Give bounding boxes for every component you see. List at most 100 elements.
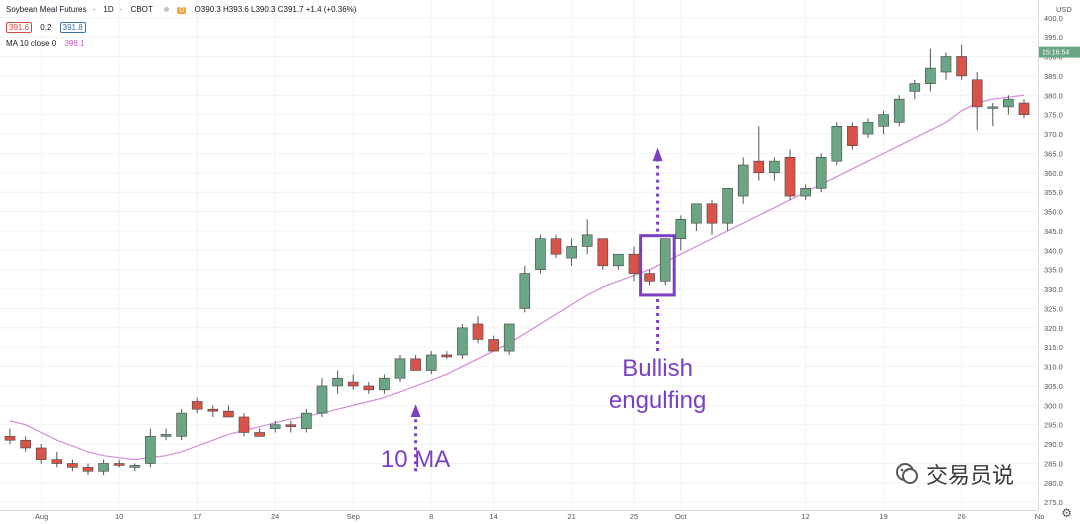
x-tick-label: 8: [429, 512, 433, 521]
y-tick-label: 340.0: [1044, 246, 1063, 255]
y-tick-label: 315.0: [1044, 343, 1063, 352]
candle: [847, 122, 858, 150]
exchange-label: CBOT: [130, 5, 153, 14]
candle: [67, 459, 78, 472]
y-tick-label: 305.0: [1044, 382, 1063, 391]
candle-body: [67, 463, 78, 468]
candle: [878, 110, 889, 135]
candle: [909, 79, 921, 100]
candle: [98, 459, 109, 476]
candle-body: [691, 203, 702, 224]
ma-legend[interactable]: MA 10 close 0 398.1: [6, 39, 91, 48]
annotations: 10 MA Bullish engulfing: [381, 147, 706, 473]
candle-body: [737, 164, 749, 197]
symbol-header: Soybean Meal Futures · 1D · CBOT D O390.3 …: [6, 5, 357, 14]
interval-label[interactable]: 1D: [103, 5, 114, 14]
candle-body: [628, 253, 640, 274]
candle-body: [753, 160, 765, 174]
candle: [659, 238, 671, 286]
buy-price-button[interactable]: 391.8: [59, 22, 86, 33]
candle: [987, 103, 999, 127]
candle: [207, 405, 219, 417]
x-tick-label: 14: [489, 512, 497, 521]
time-axis[interactable]: Aug 10 17 24 Sep 8 14 21 25 Oct 12 19 26 No: [0, 510, 1045, 522]
candle: [82, 463, 94, 476]
candle: [519, 265, 531, 313]
settings-gear-icon[interactable]: ⚙: [1061, 506, 1072, 520]
x-tick-label: Oct: [675, 512, 688, 521]
ma-10-line: [9, 94, 1025, 461]
candle: [691, 203, 702, 231]
price-axis[interactable]: 275.0 280.0 285.0 290.0 295.0 300.0 305.0 310.0…: [1038, 0, 1080, 524]
y-tick-label: 320.0: [1044, 324, 1063, 333]
candle-body: [1003, 98, 1014, 108]
bid-ask-row: 391.6 0.2 391.8: [6, 22, 92, 33]
candle: [410, 354, 421, 371]
x-tick-label: 25: [630, 512, 638, 521]
candle-body: [20, 439, 31, 449]
y-tick-label: 335.0: [1044, 266, 1063, 275]
candle-body: [441, 354, 453, 358]
candle: [722, 187, 733, 231]
candle: [285, 420, 297, 433]
x-tick-label: 17: [193, 512, 201, 521]
candle-body: [301, 412, 312, 429]
x-tick-label: No: [1035, 512, 1045, 521]
engulfing-label-line2: engulfing: [609, 387, 706, 414]
y-tick-label: 275.0: [1044, 498, 1063, 507]
candle-body: [971, 79, 983, 108]
candle: [51, 451, 63, 468]
y-tick-label: 370.0: [1044, 130, 1063, 139]
symbol-name[interactable]: Soybean Meal Futures: [6, 5, 87, 14]
candle: [550, 234, 562, 259]
candle-body: [223, 410, 234, 418]
candle-body: [145, 436, 156, 464]
candle: [223, 405, 234, 418]
candle: [535, 234, 546, 274]
candle-body: [878, 114, 889, 127]
candle-body: [82, 467, 94, 472]
candle: [160, 428, 172, 441]
candle-body: [394, 358, 406, 379]
x-tick-label: 26: [957, 512, 965, 521]
candle: [363, 382, 375, 394]
x-tick-label: Aug: [35, 512, 48, 521]
x-tick-label: 24: [271, 512, 279, 521]
candle: [940, 52, 952, 80]
wechat-icon: [895, 463, 918, 484]
status-dot-icon: [164, 7, 170, 13]
ma-annotation-label: 10 MA: [381, 446, 450, 473]
y-tick-label: 375.0: [1044, 111, 1063, 120]
candle-body: [519, 273, 531, 309]
candle: [394, 354, 406, 383]
candle-body: [129, 465, 141, 468]
candle-body: [488, 339, 499, 352]
sell-price-button[interactable]: 391.6: [6, 22, 33, 33]
candle: [379, 374, 390, 394]
candle-body: [1018, 102, 1030, 115]
candles: [4, 44, 1030, 476]
candle: [597, 238, 609, 270]
candle-body: [956, 56, 967, 77]
grid: [0, 0, 1041, 510]
x-tick-label: 10: [115, 512, 123, 521]
candle: [347, 374, 359, 390]
candle: [815, 153, 827, 193]
y-tick-label: 345.0: [1044, 227, 1063, 236]
ma-arrow-icon: [410, 404, 421, 417]
candle-body: [98, 463, 109, 472]
y-tick-label: 385.0: [1044, 72, 1063, 81]
watermark: 交易员说: [894, 458, 1014, 490]
candle-body: [238, 416, 250, 433]
candle-body: [285, 424, 297, 427]
y-tick-label: 330.0: [1044, 285, 1063, 294]
candle: [675, 215, 687, 251]
candle-body: [113, 463, 125, 466]
candle-body: [847, 125, 858, 146]
candle-body: [457, 327, 468, 356]
candle-body: [925, 67, 936, 84]
candle: [113, 459, 125, 468]
candle-body: [722, 187, 733, 224]
candle-body: [332, 377, 343, 387]
